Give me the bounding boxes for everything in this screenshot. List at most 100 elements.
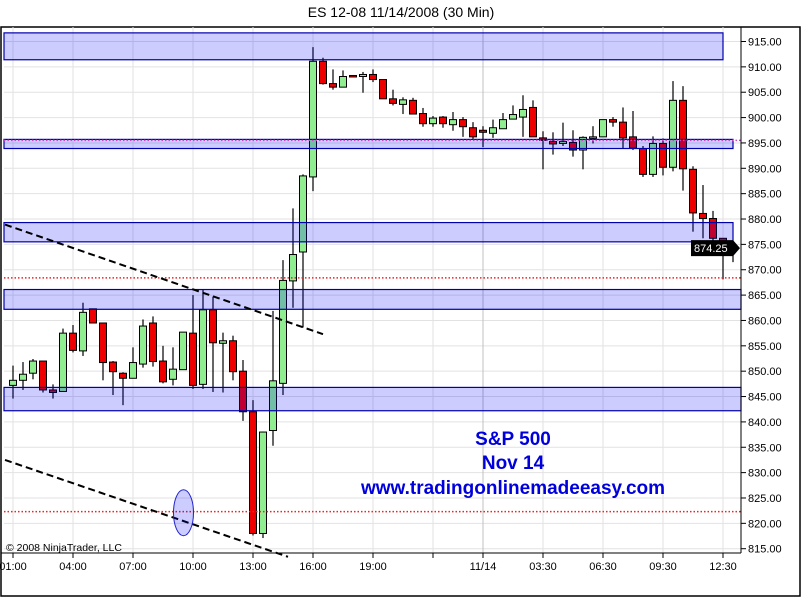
candle-body-up: [299, 175, 307, 253]
candle-body-down: [639, 148, 647, 175]
candle-body-down: [369, 73, 377, 81]
candle: [649, 136, 657, 177]
y-tick-label: 885.00: [748, 189, 782, 201]
candle-body-up: [359, 73, 367, 77]
candle: [169, 347, 177, 386]
y-tick-label: 875.00: [748, 239, 782, 251]
candle: [429, 116, 437, 127]
candle-body-down: [679, 99, 687, 170]
candle: [509, 105, 517, 120]
candle: [569, 130, 577, 157]
y-tick-label: 840.00: [748, 417, 782, 429]
candle-body-up: [279, 279, 287, 384]
zone-band: [3, 221, 734, 243]
candle: [29, 359, 37, 380]
y-tick-label: 820.00: [748, 518, 782, 530]
candle: [469, 122, 477, 139]
candle-body-up: [519, 108, 527, 118]
candle-body-down: [469, 127, 477, 138]
candle: [439, 116, 447, 128]
candle-body-up: [179, 331, 187, 371]
candle: [679, 86, 687, 191]
candle: [309, 47, 317, 192]
candle-body-down: [239, 370, 247, 413]
x-tick-label: 04:00: [59, 561, 87, 573]
candle-body-up: [649, 142, 657, 175]
candle: [519, 95, 527, 137]
candle-body-down: [209, 309, 217, 344]
candle: [299, 174, 307, 328]
candle-body-up: [579, 136, 587, 151]
candle: [529, 100, 537, 138]
candle: [159, 345, 167, 384]
copyright-text: © 2008 NinjaTrader, LLC: [6, 542, 122, 554]
candle-body-down: [529, 106, 537, 138]
candle-body-up: [59, 332, 67, 392]
candle: [489, 119, 497, 138]
candle: [359, 71, 367, 93]
candle-body-down: [319, 60, 327, 85]
trend-line-dashed: [4, 223, 324, 336]
candle: [669, 81, 677, 172]
candle-body-down: [389, 98, 397, 104]
candle-body-down: [409, 99, 417, 115]
candle-body-up: [429, 117, 437, 125]
chart-title: ES 12-08 11/14/2008 (30 Min): [307, 4, 495, 20]
candle: [189, 295, 197, 389]
candle: [699, 185, 707, 239]
candle-body-down: [349, 74, 357, 78]
candle-body-up: [669, 99, 677, 168]
candle-body-up: [309, 60, 317, 178]
candle: [559, 122, 567, 146]
y-tick-label: 860.00: [748, 315, 782, 327]
candle-body-up: [509, 114, 517, 120]
candle: [319, 57, 327, 85]
candle-body-up: [79, 311, 87, 352]
candle-body-down: [119, 372, 127, 379]
candle: [659, 138, 667, 176]
candle-body-up: [399, 99, 407, 105]
y-tick-label: 900.00: [748, 113, 782, 125]
x-tick-label: 03:30: [529, 561, 557, 573]
candle: [119, 372, 127, 406]
candle: [219, 332, 227, 393]
candle: [409, 97, 417, 115]
last-price-marker: [691, 240, 740, 257]
x-tick-label: 12:30: [709, 561, 737, 573]
y-tick-label: 865.00: [748, 290, 782, 302]
candle: [139, 319, 147, 368]
candle-body-up: [199, 309, 207, 385]
candle-body-down: [249, 411, 257, 534]
candle: [79, 302, 87, 356]
candle-body-down: [689, 168, 697, 214]
candle-body-up: [29, 360, 37, 374]
candle-body-down: [699, 212, 707, 220]
candle-body-down: [109, 361, 117, 373]
candle-body-up: [489, 127, 497, 134]
candle-body-up: [169, 368, 177, 380]
candle-body-down: [419, 113, 427, 125]
candle: [129, 347, 137, 379]
candle: [89, 308, 97, 324]
y-tick-label: 830.00: [748, 468, 782, 480]
candle: [599, 119, 607, 138]
candle-body-down: [189, 332, 197, 386]
candle-body-down: [49, 389, 57, 393]
candle: [259, 431, 267, 539]
candle-body-up: [269, 380, 277, 432]
y-tick-label: 890.00: [748, 163, 782, 175]
candle: [449, 112, 457, 131]
y-tick-label: 815.00: [748, 544, 782, 556]
candle: [229, 335, 237, 381]
candle: [549, 132, 557, 155]
candle-body-down: [459, 119, 467, 128]
candle-body-up: [129, 362, 137, 379]
highlight-ellipse: [173, 489, 194, 537]
candle-body-up: [139, 325, 147, 365]
candle: [499, 113, 507, 130]
candle-body-down: [159, 360, 167, 383]
candle: [279, 260, 287, 396]
zone-band: [3, 32, 724, 61]
x-tick-label: 11/14: [470, 561, 497, 573]
